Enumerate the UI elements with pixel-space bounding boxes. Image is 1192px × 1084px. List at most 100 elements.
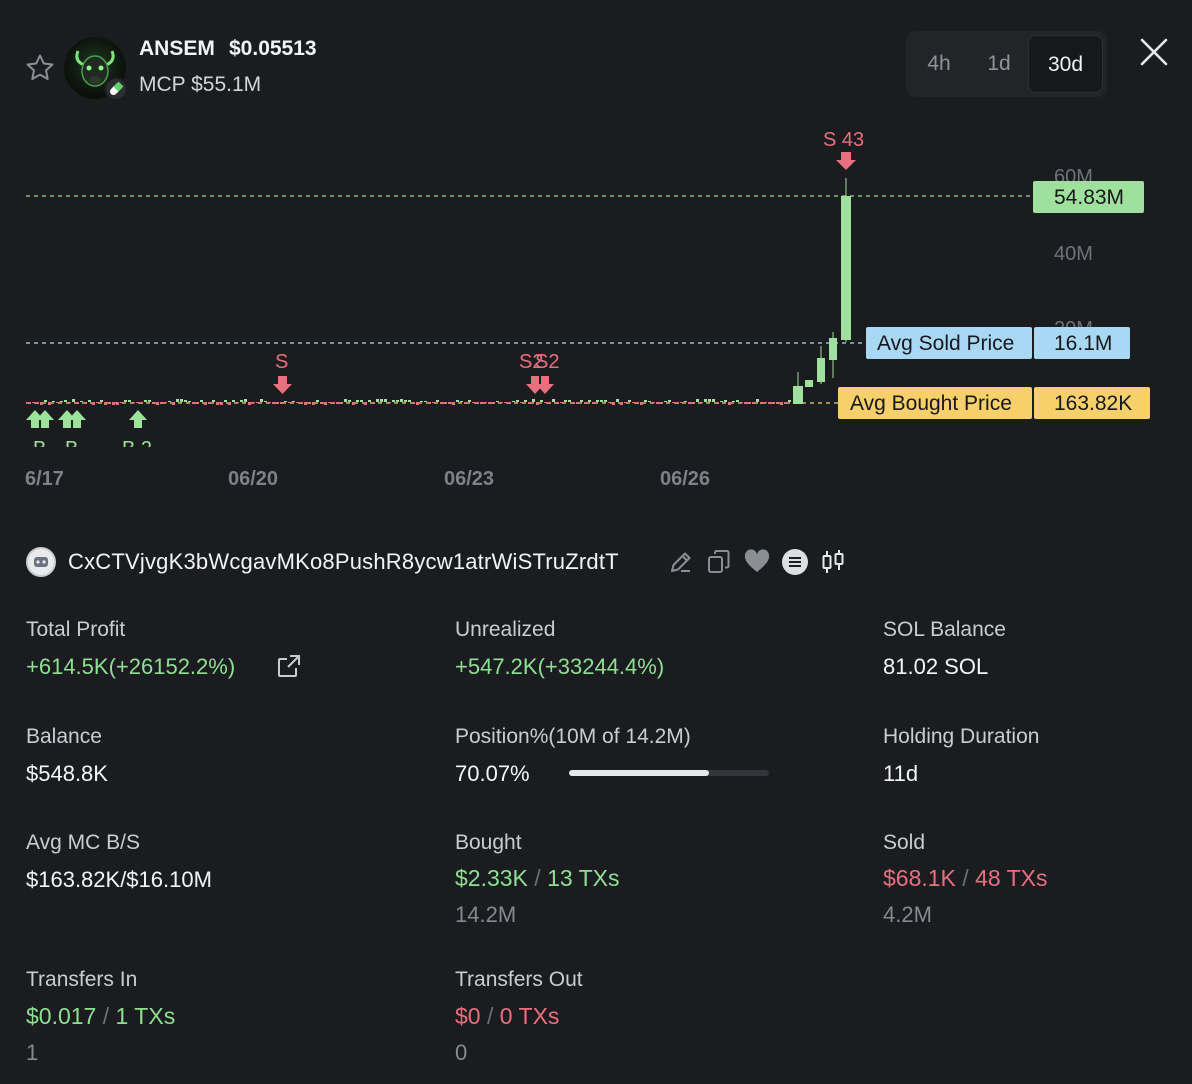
price-chart[interactable]: 60M 40M 20M S 43 S S2 S2 B B B 2 54.83M … [0,110,1192,510]
tab-30d[interactable]: 30d [1028,35,1103,93]
transfers-out-amount: $0 [455,1003,481,1029]
candle [436,400,439,402]
candle [176,399,179,402]
token-avatar [64,37,126,99]
bought-value: $2.33K / 13 TXs [455,865,620,892]
candles-icon[interactable] [819,548,847,576]
candle [296,402,299,403]
candle [344,399,347,402]
candle [620,402,623,405]
candle [360,400,363,402]
tab-1d[interactable]: 1d [987,52,1011,75]
transfers-out-tokens: 0 [455,1040,468,1065]
tab-4h[interactable]: 4h [927,52,951,75]
candle [732,401,735,402]
candle [444,402,447,404]
transfers-in-tokens: 1 [26,1040,39,1065]
transfers-in-label: Transfers In [26,968,138,991]
candle [116,402,119,405]
candle [168,401,171,402]
position-progress-fill [569,770,710,776]
candle [392,400,395,402]
avg-bought-value-tag [1034,387,1150,419]
candle [736,400,739,402]
bought-label: Bought [455,831,522,854]
candle-series-rise [793,178,851,404]
buy-marker-label: B [65,438,78,460]
bought-amount: $2.33K [455,865,528,891]
total-profit-value: +614.5K(+26152.2%) [26,654,236,679]
avg-bought-value: 163.82K [1054,392,1132,415]
avg-sold-value-tag [1034,327,1130,359]
candle [368,400,371,402]
wallet-address[interactable]: CxCTVjvgK3bWcgavMKo8PushR8ycw1atrWiSTruZ… [68,549,619,574]
candle [500,402,503,403]
bull-icon [75,50,115,87]
candle [512,401,515,402]
close-icon[interactable] [1136,34,1172,70]
candle [468,400,471,402]
unrealized-value: +547.2K(+33244.4%) [455,654,665,679]
pump-badge-icon [104,77,128,101]
candle [692,402,695,404]
candle [428,402,431,404]
edit-icon[interactable] [667,548,695,576]
candle [592,402,595,404]
candle [272,402,275,404]
candle [188,401,191,402]
candle [128,400,131,402]
sell-marker-label: S [275,351,288,373]
star-icon[interactable] [24,52,56,84]
candle [52,401,55,402]
candle [104,402,107,405]
sold-value: $68.1K / 48 TXs [883,865,1048,892]
candle [352,402,355,405]
transfers-out-value: $0 / 0 TXs [455,1003,559,1030]
candle [728,402,731,405]
candle [88,400,91,402]
buy-arrow-icon [36,410,54,428]
candle [204,402,207,405]
candle [604,400,607,402]
candle [304,402,307,405]
heart-icon[interactable] [743,548,771,576]
position-value: 70.07% [455,761,530,786]
candle [432,402,435,403]
x-tick-label: 6/17 [25,468,64,490]
candle [220,402,223,405]
candle [40,402,43,405]
candle [180,399,183,402]
candle [284,401,287,402]
bought-separator: / [534,865,541,891]
timeframe-selector: 4h 1d 30d [906,31,1107,97]
candle [716,402,719,404]
candle-series [28,399,791,405]
candle [532,399,535,402]
candle [696,399,699,402]
candle [248,402,251,405]
candle [292,401,295,402]
candle [448,402,451,404]
candle [740,402,743,403]
buy-arrow-icon [129,410,147,428]
candle [680,402,683,403]
candle [124,400,127,402]
x-tick-label: 06/20 [228,468,278,490]
transfers-in-separator: / [102,1003,110,1029]
candle [136,402,139,403]
candle [780,402,783,405]
candle [184,400,187,402]
candle [764,402,767,403]
candle [72,399,75,402]
candle [240,400,243,402]
candle [704,399,707,402]
transfers-in-txs: 1 TXs [115,1003,176,1029]
candle [228,402,231,405]
candle [236,402,239,403]
candle [76,402,79,404]
candle [56,402,59,403]
external-link-icon[interactable] [276,653,302,679]
candle [456,400,459,402]
copy-icon[interactable] [705,548,733,576]
menu-icon[interactable] [781,548,809,576]
